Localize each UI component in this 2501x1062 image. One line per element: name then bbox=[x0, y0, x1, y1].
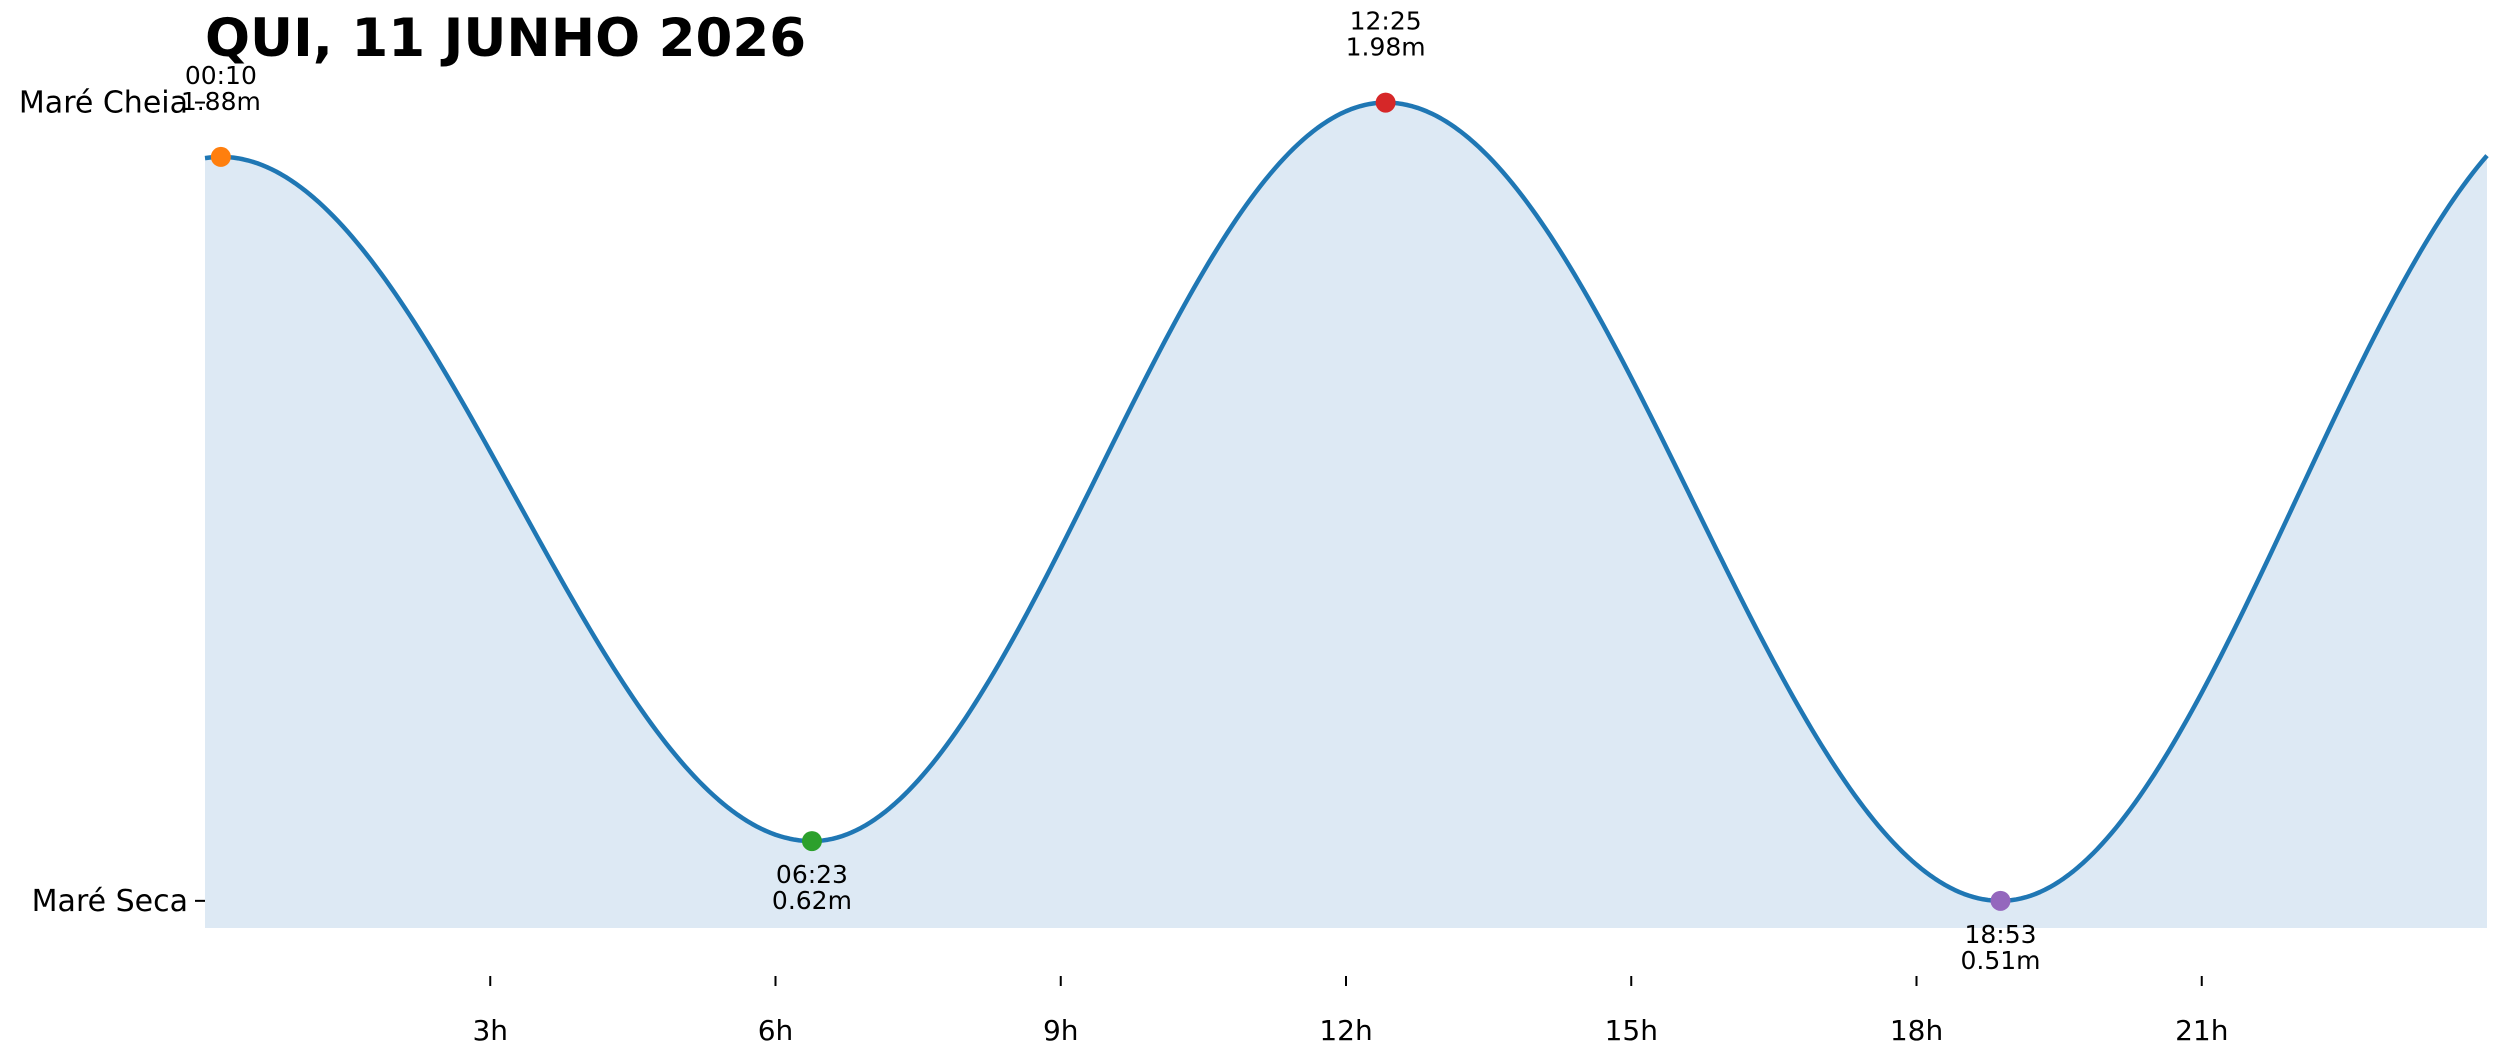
x-tick-label: 21h bbox=[2175, 1014, 2228, 1047]
high-tide-marker bbox=[1375, 92, 1396, 113]
y-tick-label: Maré Seca bbox=[32, 884, 188, 919]
tide-area-fill bbox=[205, 102, 2487, 929]
x-tick-label: 9h bbox=[1043, 1014, 1079, 1047]
x-tick-label: 12h bbox=[1319, 1014, 1372, 1047]
tide-time-label: 12:25 bbox=[1350, 7, 1422, 36]
tide-height-label: 0.51m bbox=[1960, 946, 2040, 975]
tide-time-label: 06:23 bbox=[776, 860, 848, 889]
x-tick-label: 3h bbox=[472, 1014, 508, 1047]
tide-curve-line bbox=[204, 100, 2489, 904]
tide-height-label: 1.98m bbox=[1346, 33, 1426, 62]
tide-time-label: 18:53 bbox=[1964, 920, 2036, 949]
y-tick-label: Maré Cheia bbox=[19, 86, 188, 121]
tide-height-label: 1.88m bbox=[181, 87, 261, 116]
x-tick-label: 15h bbox=[1605, 1014, 1658, 1047]
tide-height-label: 0.62m bbox=[772, 886, 852, 915]
low-tide-marker bbox=[1990, 890, 2011, 911]
high-tide-marker bbox=[210, 146, 231, 167]
plot-area: 3h 6h 9h 12h 15h 18h 21h Maré Cheia Maré Seca 00:… bbox=[19, 7, 2489, 1047]
tide-time-label: 00:10 bbox=[185, 61, 257, 90]
x-tick-label: 18h bbox=[1890, 1014, 1943, 1047]
x-tick-label: 6h bbox=[758, 1014, 794, 1047]
chart-title: QUI, 11 JUNHO 2026 bbox=[205, 8, 806, 69]
low-tide-marker bbox=[801, 831, 822, 852]
